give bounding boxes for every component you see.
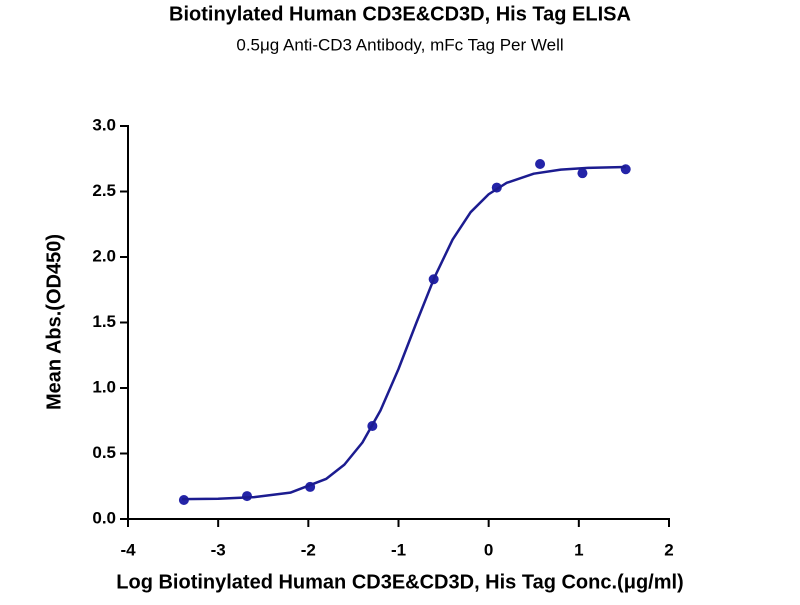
data-point xyxy=(620,164,631,175)
y-tick-label: 3.0 xyxy=(92,115,116,134)
chart-subtitle: 0.5μg Anti-CD3 Antibody, mFc Tag Per Wel… xyxy=(236,35,563,54)
x-tick-label: -1 xyxy=(391,540,406,559)
y-tick-label: 1.5 xyxy=(92,312,116,331)
x-tick-label: -3 xyxy=(211,540,226,559)
x-tick-label: 0 xyxy=(484,540,493,559)
y-axis-label: Mean Abs.(OD450) xyxy=(43,234,65,410)
x-tick-label: -4 xyxy=(120,540,136,559)
fit-curve xyxy=(182,165,626,501)
y-tick-label: 0.5 xyxy=(92,443,116,462)
y-tick-label: 0.0 xyxy=(92,508,116,527)
x-tick-label: -2 xyxy=(301,540,316,559)
y-tick-label: 2.5 xyxy=(92,181,116,200)
chart-title: Biotinylated Human CD3E&CD3D, His Tag EL… xyxy=(169,3,631,25)
x-tick-label: 2 xyxy=(664,540,673,559)
data-point xyxy=(577,168,588,179)
data-point xyxy=(535,158,546,169)
y-tick-label: 2.0 xyxy=(92,246,116,265)
x-tick-label: 1 xyxy=(574,540,583,559)
x-axis-label: Log Biotinylated Human CD3E&CD3D, His Ta… xyxy=(116,571,683,593)
y-tick-label: 1.0 xyxy=(92,377,116,396)
